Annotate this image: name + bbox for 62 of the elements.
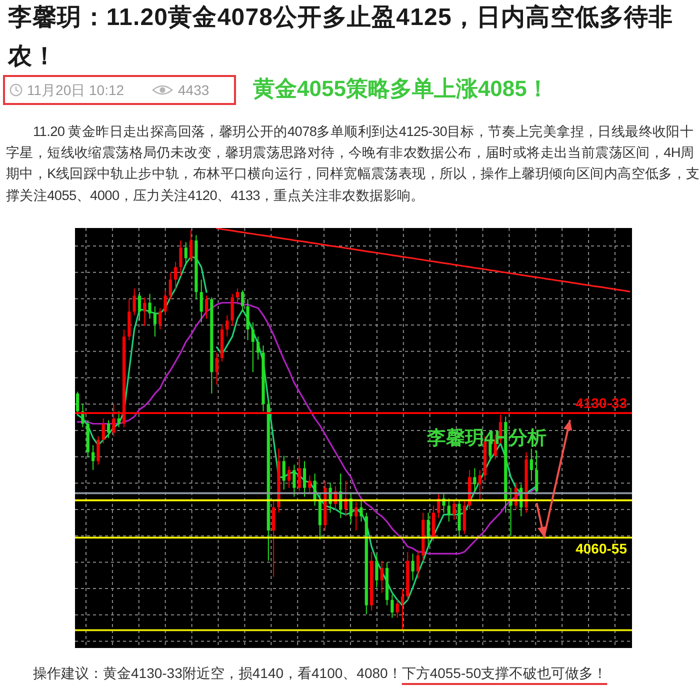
candlestick bbox=[282, 455, 286, 490]
candlestick bbox=[452, 500, 456, 520]
candlestick bbox=[204, 295, 208, 320]
candlestick bbox=[360, 500, 363, 522]
candlestick bbox=[400, 588, 404, 631]
candlestick bbox=[535, 450, 538, 494]
text: 操作建议：黄金4130-33附近空，损4140，看4100、4080！ bbox=[33, 665, 402, 681]
candlestick bbox=[390, 594, 394, 618]
candlestick bbox=[226, 314, 229, 338]
candlestick bbox=[164, 290, 167, 316]
candlestick bbox=[143, 296, 146, 326]
candlestick bbox=[96, 436, 100, 466]
candlestick bbox=[478, 470, 482, 501]
candlestick bbox=[102, 418, 105, 444]
text: 下方4055-50支撑不破也可做多！ bbox=[402, 665, 608, 681]
candlestick bbox=[117, 410, 120, 428]
candlestick bbox=[230, 293, 234, 326]
text: 11.20 黄金昨日走出探高回落，馨玥公开的4078多单顺利到达4125-30目标，节奏上完美拿捏，日线最终收阳十字星，短线收缩震荡格局仍未改变，馨玥震荡思路对待，今晚有非农数据公布，届时或将走出当前震荡区间，4H周期中，K线回踩中轨止步中轨，布林平口横向运行，同样宽幅震荡表现，所以，操作上馨玥倾向区间内高空低多，支撑关注4055、4000，压力关注4120、4133，重点关注非农数据影响。 bbox=[6, 123, 700, 205]
candlestick bbox=[354, 502, 358, 532]
text: 黄金4055策略多单上涨4085！ bbox=[253, 76, 549, 102]
candlestick bbox=[396, 599, 399, 618]
candlestick bbox=[189, 229, 193, 262]
candlestick bbox=[298, 457, 301, 492]
candlestick bbox=[106, 420, 110, 438]
chart-title: 李馨玥：11.20黄金4078公开多止盈4125，日内高空低多待非农！ bbox=[8, 3, 674, 72]
candlestick bbox=[447, 498, 450, 522]
candlestick bbox=[179, 240, 182, 277]
ref-line-label: 4060-55 bbox=[576, 540, 628, 557]
candlestick bbox=[246, 298, 250, 341]
candlestick bbox=[153, 306, 156, 338]
candlestick bbox=[380, 560, 384, 594]
candlestick bbox=[292, 464, 296, 498]
candlestick bbox=[251, 322, 254, 373]
candlestick bbox=[287, 466, 291, 488]
candlestick bbox=[411, 553, 414, 581]
candlestick bbox=[272, 500, 276, 578]
candlestick bbox=[184, 242, 188, 266]
candlestick bbox=[76, 391, 80, 416]
candlestick bbox=[200, 279, 203, 323]
candlestick bbox=[168, 272, 172, 300]
candlestick bbox=[302, 460, 306, 498]
candlestick bbox=[416, 550, 420, 580]
candlestick bbox=[215, 352, 218, 386]
candlestick bbox=[158, 308, 162, 330]
candlestick bbox=[92, 444, 95, 471]
candlestick bbox=[344, 480, 348, 517]
ref-line-label: 4130-33 bbox=[576, 395, 628, 412]
candlestick bbox=[148, 293, 152, 320]
candlestick bbox=[138, 292, 142, 322]
candlestick bbox=[132, 288, 136, 316]
candlestick bbox=[241, 290, 244, 312]
candlestick bbox=[174, 261, 178, 291]
candlestick bbox=[375, 553, 378, 588]
candlestick bbox=[426, 512, 430, 548]
candlestick bbox=[349, 492, 352, 524]
candlestick bbox=[473, 468, 476, 492]
candlestick bbox=[256, 336, 260, 360]
candlestick bbox=[236, 288, 240, 306]
candlestick bbox=[530, 448, 533, 482]
candlestick bbox=[308, 474, 312, 494]
text: 11月20日 10:12 bbox=[27, 81, 124, 99]
text: 4433 bbox=[178, 81, 210, 99]
